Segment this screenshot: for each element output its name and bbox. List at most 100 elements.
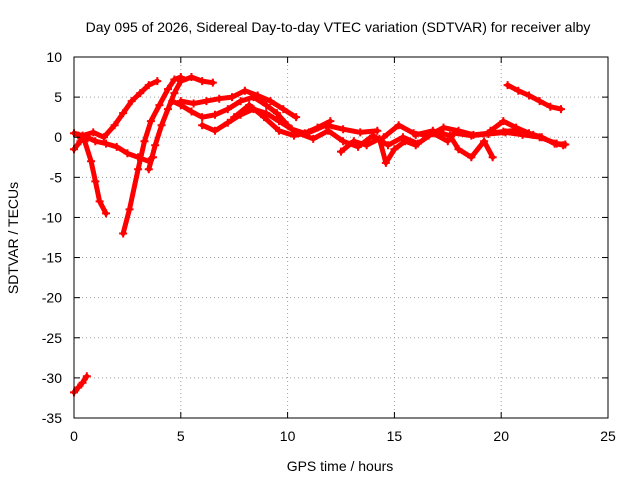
- x-tick-label: 15: [387, 428, 403, 444]
- data-point: [87, 157, 96, 166]
- data-point: [240, 86, 249, 95]
- data-point: [294, 129, 303, 138]
- data-point: [144, 165, 153, 174]
- series-sat-c: [119, 73, 185, 238]
- data-point: [187, 73, 196, 82]
- data-point: [189, 99, 198, 108]
- data-point: [95, 197, 104, 206]
- data-point: [230, 113, 239, 122]
- data-point: [450, 129, 459, 138]
- data-point: [322, 121, 331, 130]
- series-sat-q: [450, 128, 570, 149]
- data-point: [411, 141, 420, 150]
- y-tick-label: -10: [42, 209, 62, 225]
- data-point: [337, 147, 345, 156]
- data-point: [514, 86, 523, 95]
- series-sat-f: [70, 372, 91, 397]
- y-tick-label: -5: [50, 169, 63, 185]
- data-point: [411, 130, 420, 139]
- y-tick-label: -15: [42, 250, 62, 266]
- x-axis-label: GPS time / hours: [287, 458, 394, 474]
- data-point: [373, 126, 382, 135]
- x-tick-label: 5: [177, 428, 185, 444]
- data-point: [176, 77, 185, 86]
- data-point: [78, 131, 87, 140]
- y-tick-label: 10: [46, 49, 62, 65]
- plot-border: [73, 56, 609, 419]
- data-point: [443, 137, 452, 146]
- data-point: [127, 97, 136, 106]
- data-point: [401, 137, 410, 146]
- data-point: [163, 85, 172, 94]
- data-point: [339, 137, 348, 146]
- data-point: [163, 105, 172, 114]
- data-point: [223, 105, 232, 114]
- data-point: [275, 126, 284, 135]
- data-point: [428, 126, 437, 135]
- data-point: [349, 137, 358, 146]
- series-line: [71, 373, 90, 395]
- plot-frame: [73, 56, 609, 419]
- data-point: [198, 113, 207, 122]
- data-point: [99, 133, 108, 142]
- data-point: [198, 77, 207, 86]
- data-point: [390, 145, 399, 154]
- series-line: [231, 102, 380, 139]
- data-point: [91, 177, 100, 186]
- data-point: [290, 131, 299, 140]
- y-axis-label: SDTVAR / TECUs: [5, 182, 21, 294]
- data-point: [369, 131, 378, 140]
- series-sat-p: [503, 81, 566, 114]
- tick-layer: 0 5 10 15 20 25 -35 -30 -25 -20 -15 -10 -5 0 5 10: [42, 49, 616, 444]
- data-point: [82, 372, 91, 381]
- data-point: [518, 130, 527, 139]
- series-layer: [70, 73, 570, 397]
- series-line: [71, 78, 160, 140]
- data-point: [356, 128, 365, 137]
- data-point: [339, 125, 348, 134]
- data-point: [210, 126, 219, 135]
- data-point: [379, 133, 388, 142]
- data-point: [266, 97, 275, 106]
- data-point: [80, 137, 89, 146]
- data-point: [157, 121, 166, 130]
- y-tick-label: -25: [42, 330, 62, 346]
- data-point: [155, 101, 164, 110]
- data-point: [146, 117, 155, 126]
- data-point: [484, 130, 493, 139]
- data-point: [394, 121, 403, 130]
- data-point: [89, 128, 98, 137]
- data-point: [535, 133, 544, 142]
- data-point: [144, 81, 153, 90]
- data-point: [228, 93, 237, 102]
- data-point: [501, 128, 510, 137]
- data-point: [279, 105, 288, 114]
- data-point: [272, 109, 281, 118]
- data-point: [112, 142, 121, 151]
- data-point: [454, 145, 463, 154]
- y-tick-label: 5: [54, 89, 62, 105]
- data-point: [362, 141, 371, 150]
- data-point: [275, 117, 284, 126]
- data-point: [170, 89, 179, 98]
- data-point: [198, 121, 207, 130]
- data-point: [119, 109, 128, 118]
- data-point: [467, 153, 476, 162]
- data-point: [488, 153, 497, 162]
- data-point: [136, 89, 145, 98]
- x-tick-label: 25: [600, 428, 616, 444]
- series-sat-k: [294, 126, 452, 151]
- data-point: [287, 125, 296, 134]
- data-point: [134, 165, 143, 174]
- data-point: [151, 141, 160, 150]
- data-point: [561, 140, 570, 149]
- data-point: [119, 229, 128, 238]
- data-point: [309, 134, 318, 143]
- y-tick-label: 0: [54, 129, 62, 145]
- data-point: [208, 78, 217, 87]
- data-point: [210, 110, 219, 119]
- y-tick-label: -30: [42, 370, 62, 386]
- data-point: [176, 97, 185, 106]
- data-point: [215, 94, 224, 103]
